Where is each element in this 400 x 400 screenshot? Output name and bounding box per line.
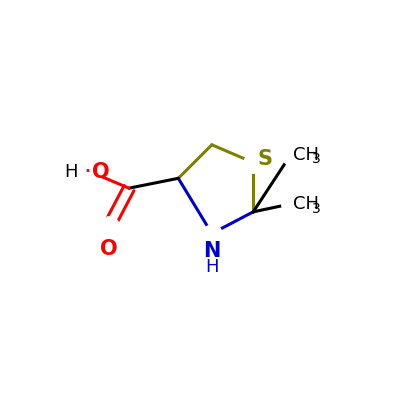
Text: 3: 3 xyxy=(312,202,321,216)
Text: CH: CH xyxy=(293,195,319,213)
Text: O: O xyxy=(100,240,118,260)
Text: H: H xyxy=(64,163,78,181)
Text: ·: · xyxy=(84,160,92,184)
Text: N: N xyxy=(203,241,220,261)
Text: 3: 3 xyxy=(312,152,321,166)
Text: S: S xyxy=(258,148,272,168)
Text: CH: CH xyxy=(293,146,319,164)
Text: H: H xyxy=(205,258,218,276)
Text: O: O xyxy=(92,162,109,182)
